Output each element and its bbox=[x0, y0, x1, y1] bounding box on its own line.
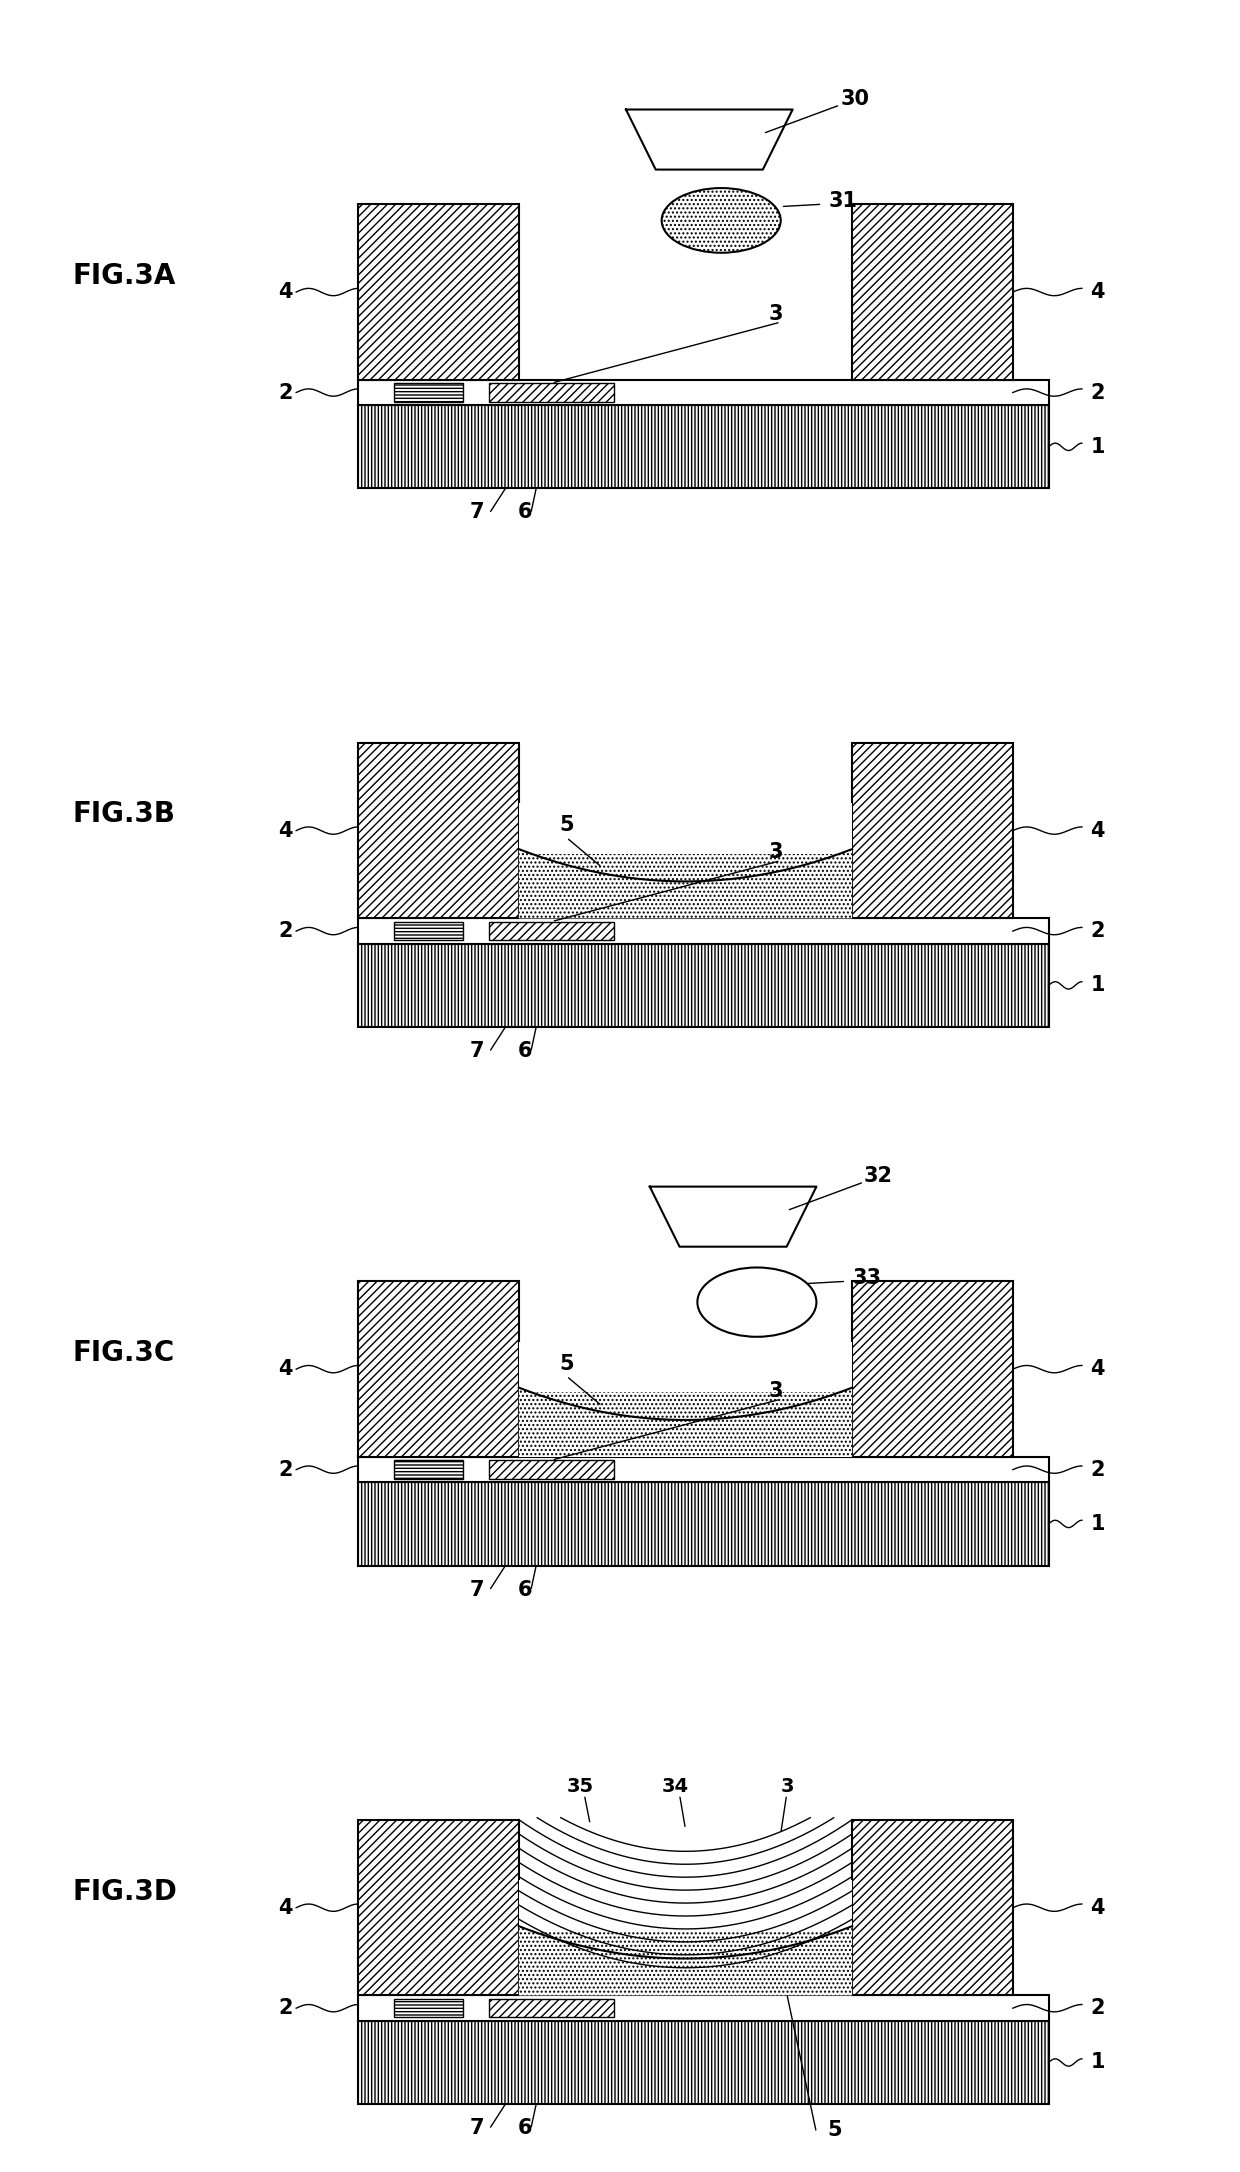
Bar bbox=[518, 854, 852, 919]
Bar bbox=[489, 1998, 614, 2018]
Text: 2: 2 bbox=[278, 1998, 293, 2018]
Text: FIG.3D: FIG.3D bbox=[72, 1877, 177, 1905]
Text: 1: 1 bbox=[1090, 975, 1105, 995]
Bar bbox=[358, 2020, 1049, 2105]
Text: 35: 35 bbox=[567, 1777, 594, 1796]
Text: 4: 4 bbox=[278, 282, 293, 302]
Bar bbox=[358, 1457, 1049, 1481]
Text: 4: 4 bbox=[1090, 282, 1105, 302]
Bar bbox=[358, 1996, 1049, 2020]
Text: 31: 31 bbox=[828, 191, 857, 211]
Text: 7: 7 bbox=[470, 1579, 485, 1599]
Bar bbox=[489, 1460, 614, 1479]
Text: 2: 2 bbox=[278, 382, 293, 402]
Text: 4: 4 bbox=[278, 1898, 293, 1918]
Bar bbox=[518, 1931, 852, 1996]
Bar bbox=[489, 921, 614, 940]
Text: 4: 4 bbox=[1090, 1360, 1105, 1379]
Text: 6: 6 bbox=[517, 1579, 532, 1599]
Text: 6: 6 bbox=[517, 502, 532, 523]
Text: 2: 2 bbox=[278, 1460, 293, 1479]
Text: FIG.3A: FIG.3A bbox=[72, 263, 176, 289]
Text: FIG.3C: FIG.3C bbox=[72, 1338, 175, 1366]
Text: 7: 7 bbox=[470, 2118, 485, 2137]
Text: 1: 1 bbox=[1090, 2053, 1105, 2072]
Bar bbox=[852, 743, 1013, 919]
Bar bbox=[394, 382, 463, 402]
Bar bbox=[358, 1281, 518, 1457]
Polygon shape bbox=[518, 1388, 852, 1457]
Bar bbox=[852, 1281, 1013, 1457]
Text: 5: 5 bbox=[827, 2120, 842, 2139]
Text: 5: 5 bbox=[559, 814, 574, 836]
Bar bbox=[358, 945, 1049, 1027]
Bar bbox=[518, 1881, 852, 1927]
Text: 1: 1 bbox=[1090, 437, 1105, 456]
Bar bbox=[358, 204, 518, 380]
Text: 2: 2 bbox=[1090, 921, 1105, 940]
Text: 2: 2 bbox=[1090, 382, 1105, 402]
Text: 7: 7 bbox=[470, 502, 485, 523]
Bar bbox=[394, 1460, 463, 1479]
Polygon shape bbox=[518, 1927, 852, 1996]
Ellipse shape bbox=[662, 189, 781, 252]
Text: 32: 32 bbox=[864, 1166, 893, 1186]
Text: 6: 6 bbox=[517, 1040, 532, 1060]
Bar bbox=[358, 743, 518, 919]
Bar bbox=[852, 204, 1013, 380]
Bar bbox=[358, 380, 1049, 406]
Text: 4: 4 bbox=[1090, 821, 1105, 841]
Bar bbox=[358, 1481, 1049, 1566]
Bar bbox=[358, 406, 1049, 489]
Text: 4: 4 bbox=[278, 821, 293, 841]
Text: 6: 6 bbox=[517, 2118, 532, 2137]
Bar bbox=[518, 1392, 852, 1457]
Ellipse shape bbox=[697, 1268, 816, 1336]
Bar bbox=[489, 382, 614, 402]
Text: 4: 4 bbox=[278, 1360, 293, 1379]
Text: 2: 2 bbox=[1090, 1460, 1105, 1479]
Bar bbox=[518, 804, 852, 849]
Polygon shape bbox=[518, 849, 852, 919]
Bar bbox=[394, 1998, 463, 2018]
Text: 5: 5 bbox=[559, 1353, 574, 1373]
Bar bbox=[358, 919, 1049, 945]
Text: 3: 3 bbox=[769, 1381, 784, 1401]
Text: 2: 2 bbox=[1090, 1998, 1105, 2018]
Text: 4: 4 bbox=[1090, 1898, 1105, 1918]
Bar bbox=[518, 1342, 852, 1388]
Bar bbox=[358, 1820, 518, 1996]
Text: 2: 2 bbox=[278, 921, 293, 940]
Text: FIG.3B: FIG.3B bbox=[72, 801, 175, 828]
Text: 3: 3 bbox=[769, 843, 784, 862]
Text: 33: 33 bbox=[852, 1268, 882, 1288]
Text: 3: 3 bbox=[769, 304, 784, 324]
Text: 1: 1 bbox=[1090, 1514, 1105, 1533]
Bar bbox=[394, 921, 463, 940]
Text: 30: 30 bbox=[841, 89, 869, 109]
Text: 7: 7 bbox=[470, 1040, 485, 1060]
Bar bbox=[852, 1820, 1013, 1996]
Text: 3: 3 bbox=[781, 1777, 794, 1796]
Text: 34: 34 bbox=[662, 1777, 688, 1796]
